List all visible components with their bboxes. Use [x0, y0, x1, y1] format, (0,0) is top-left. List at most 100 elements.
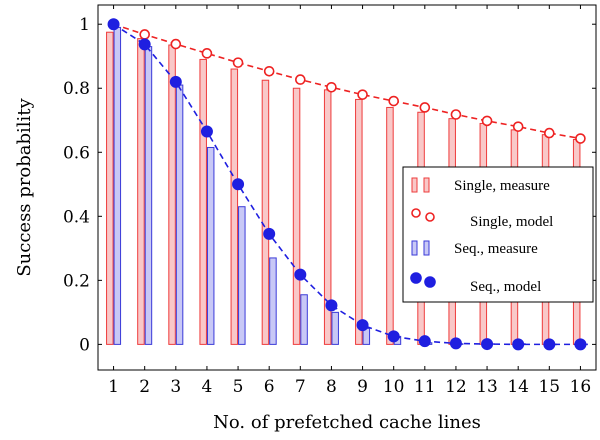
point-single-model-12	[450, 109, 462, 120]
point-single-model-5	[232, 57, 244, 68]
legend-swatch-bar	[411, 240, 418, 256]
point-single-model-2	[139, 29, 150, 40]
y-tick-label-0: 0	[79, 335, 90, 355]
legend-entry-seq-model: Seq., model	[410, 272, 541, 295]
point-seq-model-5	[232, 178, 245, 191]
bar-single-measure-10	[386, 106, 394, 345]
x-tick-label-10: 10	[383, 377, 405, 397]
bar-single-measure-6	[261, 79, 270, 345]
x-tick-label-5: 5	[233, 377, 244, 397]
point-seq-model-3	[169, 75, 182, 88]
bar-seq-measure-4	[206, 146, 215, 345]
plot-frame	[97, 4, 597, 371]
legend-swatch-bar	[423, 177, 430, 193]
point-single-model-10	[388, 95, 399, 107]
legend-swatch-seq-model	[410, 272, 436, 288]
line-seq-model	[113, 23, 581, 346]
x-tick-label-2: 2	[139, 377, 150, 397]
x-tick-label-15: 15	[538, 377, 560, 397]
bar-single-measure-1	[106, 31, 114, 345]
bar-seq-measure-3	[175, 84, 184, 345]
bar-seq-measure-5	[238, 206, 246, 345]
bar-seq-measure-6	[269, 257, 277, 345]
x-tick-label-12: 12	[445, 377, 467, 397]
point-single-model-15	[544, 127, 555, 139]
legend-swatch-single-model	[411, 208, 435, 222]
legend: Single, measure Single, model Seq., meas…	[402, 166, 594, 303]
legend-entry-seq-measure: Seq., measure	[411, 240, 538, 257]
point-seq-model-7	[294, 268, 307, 281]
y-tick-label-1: 1	[79, 15, 90, 35]
point-seq-model-8	[325, 299, 338, 312]
legend-label-seq-measure: Seq., measure	[454, 241, 538, 257]
x-tick-label-9: 9	[357, 377, 368, 397]
y-tick-label-0.2: 0.2	[63, 271, 90, 291]
bar-single-measure-3	[168, 44, 176, 345]
y-axis: 0 0.2 0.4 0.6 0.8 1	[63, 15, 596, 355]
point-seq-model-1	[107, 18, 120, 31]
bar-seq-measure-2	[144, 46, 153, 345]
x-tick-label-7: 7	[295, 377, 306, 397]
y-tick-label-0.8: 0.8	[63, 79, 90, 99]
legend-entry-single-model: Single, model	[411, 208, 553, 230]
x-axis-title: No. of prefetched cache lines	[213, 412, 481, 433]
legend-swatch-marker	[424, 276, 436, 288]
point-seq-model-15	[543, 338, 556, 351]
x-tick-label-8: 8	[326, 377, 337, 397]
legend-swatch-marker	[410, 272, 422, 284]
bar-single-measure-9	[355, 98, 363, 345]
bar-single-measure-2	[137, 38, 145, 345]
line-single-model	[113, 23, 581, 140]
point-seq-model-2	[138, 38, 151, 51]
legend-label-seq-model: Seq., model	[470, 279, 541, 295]
legend-swatch-single-measure	[411, 177, 430, 193]
point-single-model-16	[575, 133, 586, 144]
legend-swatch-marker	[425, 212, 435, 222]
legend-swatch-seq-measure	[411, 240, 430, 256]
lines-layer	[107, 18, 587, 351]
y-tick-label-0.6: 0.6	[63, 143, 90, 163]
legend-swatch-marker	[411, 208, 421, 218]
legend-swatch-bar	[411, 177, 418, 193]
x-tick-label-11: 11	[414, 377, 436, 397]
bar-single-measure-5	[230, 68, 239, 345]
legend-swatch-bar	[423, 240, 430, 256]
point-single-model-4	[201, 48, 213, 59]
point-seq-model-11	[418, 335, 431, 348]
point-single-model-14	[512, 121, 524, 132]
legend-label-single-model: Single, model	[470, 214, 553, 230]
x-tick-label-14: 14	[507, 377, 529, 397]
point-single-model-7	[295, 74, 306, 85]
point-seq-model-16	[574, 338, 587, 351]
point-single-model-11	[419, 102, 431, 113]
point-single-model-8	[326, 81, 337, 93]
point-seq-model-14	[512, 338, 525, 351]
point-seq-model-10	[387, 330, 400, 343]
point-seq-model-6	[263, 227, 276, 240]
point-seq-model-12	[449, 337, 462, 350]
bar-seq-measure-1	[113, 26, 122, 345]
x-tick-label-4: 4	[202, 377, 213, 397]
x-tick-label-13: 13	[476, 377, 498, 397]
point-single-model-6	[263, 65, 275, 77]
bar-single-measure-4	[199, 58, 207, 345]
x-tick-label-6: 6	[264, 377, 275, 397]
x-tick-label-16: 16	[570, 377, 592, 397]
y-tick-label-0.4: 0.4	[63, 207, 90, 227]
point-seq-model-9	[356, 319, 369, 332]
bar-seq-measure-7	[300, 294, 308, 345]
bar-seq-measure-8	[331, 311, 339, 345]
point-single-model-3	[170, 38, 182, 50]
point-seq-model-13	[481, 338, 494, 351]
legend-entry-single-measure: Single, measure	[411, 177, 550, 194]
x-axis: 1 2 3 4 5 6 7 8 9 10 11 12 13 14 15 16	[108, 5, 591, 397]
legend-label-single-measure: Single, measure	[454, 178, 550, 194]
point-seq-model-4	[200, 125, 213, 138]
bar-single-measure-7	[292, 87, 301, 345]
x-tick-label-1: 1	[108, 377, 119, 397]
y-axis-title: Success probability	[14, 98, 35, 277]
point-single-model-13	[481, 115, 493, 127]
x-tick-label-3: 3	[170, 377, 181, 397]
point-single-model-9	[357, 89, 368, 100]
